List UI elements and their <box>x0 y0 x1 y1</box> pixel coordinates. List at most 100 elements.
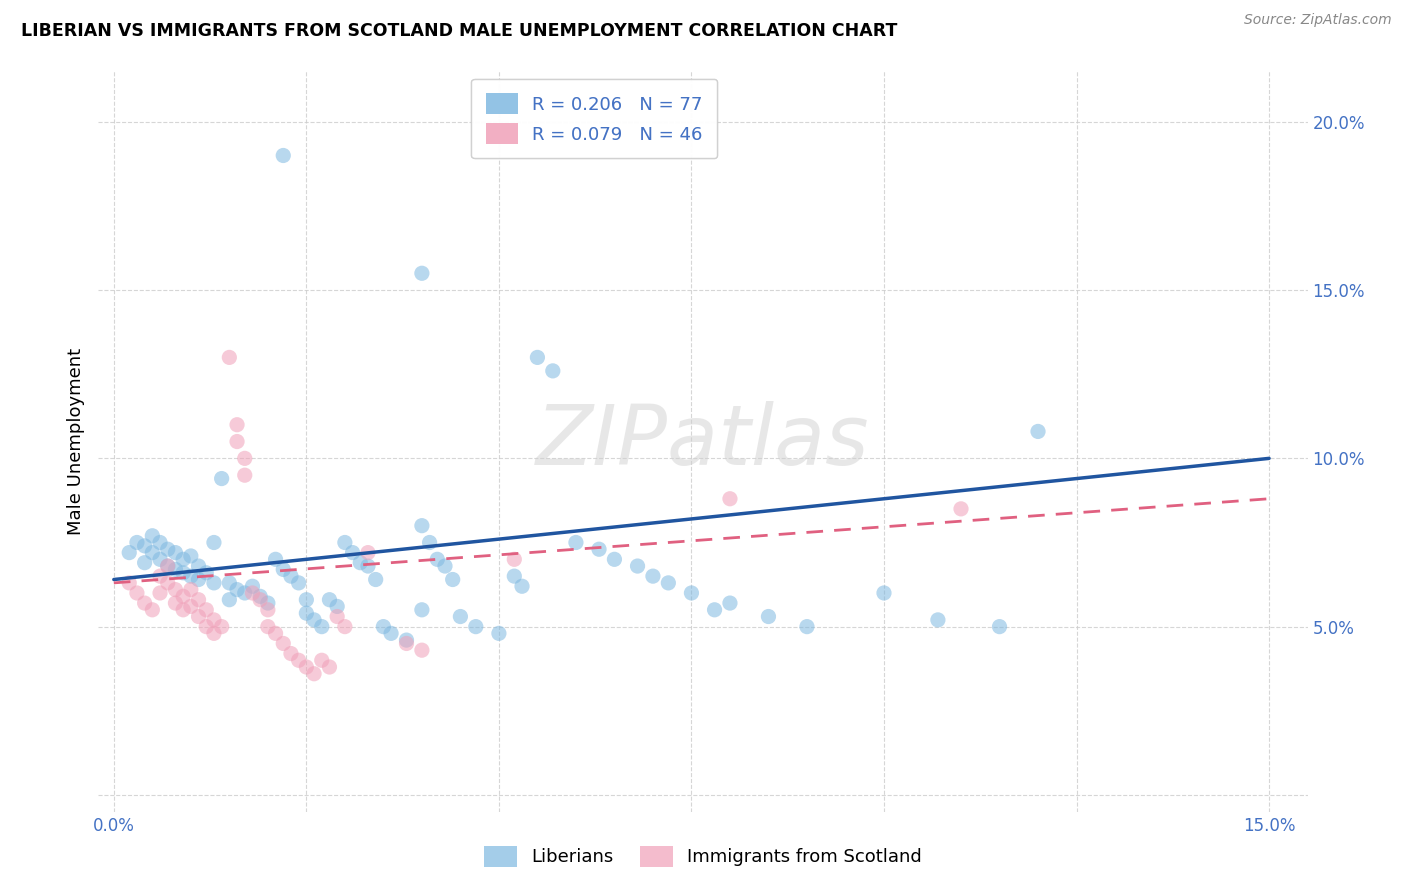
Point <box>165 546 187 560</box>
Point <box>141 546 163 560</box>
Point <box>180 582 202 597</box>
Text: ZIPatlas: ZIPatlas <box>536 401 870 482</box>
Point <box>202 613 225 627</box>
Point <box>242 586 264 600</box>
Point <box>172 590 194 604</box>
Point <box>226 417 249 432</box>
Point <box>373 619 395 633</box>
Point <box>264 626 287 640</box>
Point <box>172 552 194 566</box>
Point <box>1026 425 1049 439</box>
Point <box>187 559 209 574</box>
Point <box>311 653 333 667</box>
Point <box>141 529 163 543</box>
Point <box>195 619 218 633</box>
Y-axis label: Male Unemployment: Male Unemployment <box>66 348 84 535</box>
Text: Source: ZipAtlas.com: Source: ZipAtlas.com <box>1244 13 1392 28</box>
Point <box>510 579 533 593</box>
Point <box>526 351 548 365</box>
Point <box>195 603 218 617</box>
Point <box>603 552 626 566</box>
Point <box>118 546 141 560</box>
Point <box>333 619 356 633</box>
Point <box>125 586 148 600</box>
Point <box>565 535 588 549</box>
Point <box>395 636 418 650</box>
Point <box>264 552 287 566</box>
Point <box>357 559 380 574</box>
Point <box>202 626 225 640</box>
Point <box>156 559 179 574</box>
Point <box>357 546 380 560</box>
Point <box>464 619 486 633</box>
Point <box>149 535 172 549</box>
Point <box>118 575 141 590</box>
Point <box>503 569 526 583</box>
Point <box>411 266 433 280</box>
Point <box>419 535 441 549</box>
Point <box>156 575 179 590</box>
Point <box>441 573 464 587</box>
Point <box>226 434 249 449</box>
Point <box>503 552 526 566</box>
Point <box>333 535 356 549</box>
Point <box>149 586 172 600</box>
Point <box>295 660 318 674</box>
Point <box>187 592 209 607</box>
Point <box>681 586 703 600</box>
Point <box>141 603 163 617</box>
Point <box>488 626 510 640</box>
Point <box>242 579 264 593</box>
Point <box>257 596 280 610</box>
Point <box>202 575 225 590</box>
Point <box>156 559 179 574</box>
Point <box>233 468 256 483</box>
Point <box>149 569 172 583</box>
Point <box>326 609 349 624</box>
Point <box>180 549 202 563</box>
Legend: R = 0.206   N = 77, R = 0.079   N = 46: R = 0.206 N = 77, R = 0.079 N = 46 <box>471 78 717 159</box>
Point <box>287 653 309 667</box>
Point <box>202 535 225 549</box>
Point <box>433 559 456 574</box>
Point <box>758 609 780 624</box>
Point <box>187 573 209 587</box>
Point <box>302 613 325 627</box>
Point <box>280 569 302 583</box>
Point <box>218 351 240 365</box>
Point <box>950 501 973 516</box>
Point <box>426 552 449 566</box>
Point <box>326 599 349 614</box>
Legend: Liberians, Immigrants from Scotland: Liberians, Immigrants from Scotland <box>477 838 929 874</box>
Point <box>180 599 202 614</box>
Point <box>187 609 209 624</box>
Point <box>218 592 240 607</box>
Point <box>449 609 471 624</box>
Point <box>165 582 187 597</box>
Point <box>233 586 256 600</box>
Point <box>703 603 725 617</box>
Point <box>211 619 233 633</box>
Point <box>271 562 294 576</box>
Point <box>657 575 679 590</box>
Point <box>211 471 233 485</box>
Point <box>927 613 949 627</box>
Point <box>318 660 340 674</box>
Point <box>641 569 664 583</box>
Point <box>295 592 318 607</box>
Point <box>125 535 148 549</box>
Point <box>218 575 240 590</box>
Point <box>134 596 156 610</box>
Point <box>626 559 648 574</box>
Point <box>718 596 741 610</box>
Point <box>257 619 280 633</box>
Point <box>718 491 741 506</box>
Point <box>411 603 433 617</box>
Point <box>134 556 156 570</box>
Point <box>249 592 271 607</box>
Point <box>395 633 418 648</box>
Point <box>342 546 364 560</box>
Point <box>180 569 202 583</box>
Point <box>287 575 309 590</box>
Point <box>165 562 187 576</box>
